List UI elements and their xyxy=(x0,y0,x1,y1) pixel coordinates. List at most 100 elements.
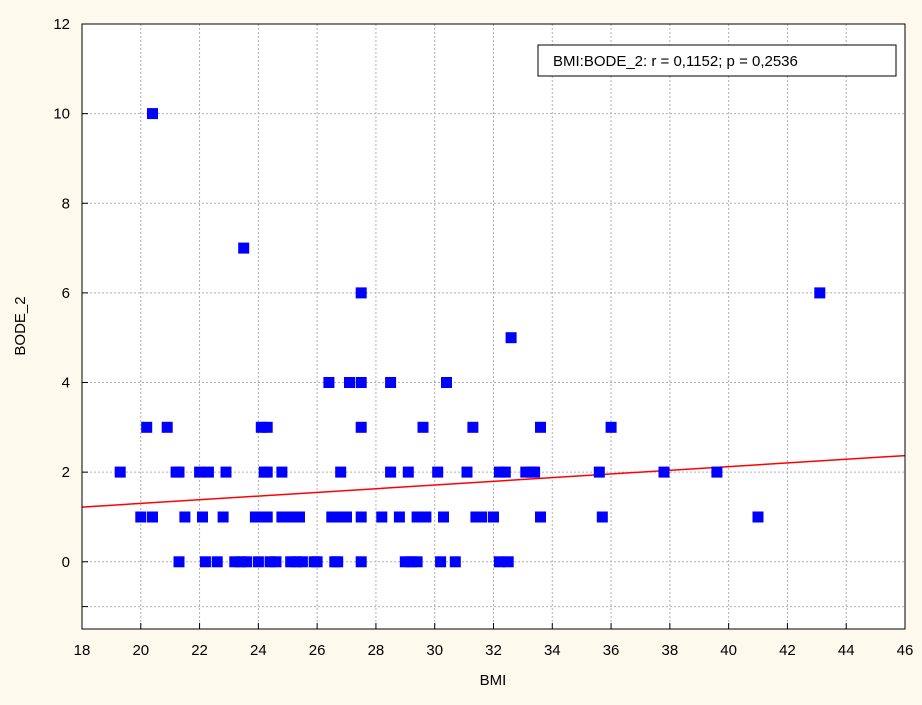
data-point xyxy=(311,556,323,568)
data-point xyxy=(535,421,546,433)
y-tick-label: 2 xyxy=(62,464,70,481)
data-point xyxy=(197,511,208,523)
data-point xyxy=(476,511,488,523)
data-point xyxy=(605,421,617,433)
data-point xyxy=(341,511,352,523)
data-point xyxy=(161,421,173,433)
data-point xyxy=(261,466,273,478)
data-point xyxy=(199,556,211,568)
x-tick-label: 46 xyxy=(897,642,914,659)
data-point xyxy=(141,421,153,433)
data-point xyxy=(332,556,344,568)
data-point xyxy=(147,108,158,120)
data-point xyxy=(535,511,546,523)
data-point xyxy=(194,466,206,478)
data-point xyxy=(335,466,347,478)
data-point xyxy=(211,556,223,568)
x-tick-label: 36 xyxy=(603,642,620,659)
legend-frame xyxy=(537,44,897,77)
data-point xyxy=(355,287,367,299)
data-point xyxy=(438,511,449,523)
data-point xyxy=(261,421,273,433)
data-point xyxy=(432,466,444,478)
data-point xyxy=(255,511,267,523)
data-point xyxy=(220,466,232,478)
plot-frame xyxy=(81,23,906,630)
x-tick-label: 32 xyxy=(485,642,502,659)
x-tick-label: 40 xyxy=(720,642,737,659)
y-tick-label: 10 xyxy=(53,106,70,123)
data-point xyxy=(596,511,608,523)
y-tick-label: 6 xyxy=(62,285,70,302)
data-point xyxy=(288,511,300,523)
x-tick-label: 44 xyxy=(838,642,855,659)
x-tick-label: 42 xyxy=(779,642,796,659)
y-axis-title: BODE_2 xyxy=(12,296,29,355)
data-point xyxy=(173,556,185,568)
data-point xyxy=(235,556,247,568)
data-point xyxy=(658,466,670,478)
data-point xyxy=(493,556,505,568)
data-point xyxy=(449,556,461,568)
data-point xyxy=(529,466,541,478)
data-point xyxy=(752,511,764,523)
data-point xyxy=(376,511,388,523)
x-axis-title: BMI xyxy=(480,672,507,689)
legend-text: BMI:BODE_2: r = 0,1152; p = 0,2536 xyxy=(553,53,798,70)
x-tick-label: 30 xyxy=(426,642,443,659)
data-point xyxy=(282,511,294,523)
data-point xyxy=(238,242,250,254)
data-point xyxy=(435,556,447,568)
y-tick-label: 12 xyxy=(53,16,70,33)
x-tick-label: 26 xyxy=(309,642,326,659)
data-point xyxy=(355,421,367,433)
data-point xyxy=(505,332,517,344)
data-point xyxy=(355,511,367,523)
data-point xyxy=(255,421,267,433)
data-point xyxy=(411,511,423,523)
data-point xyxy=(461,466,473,478)
data-point xyxy=(323,377,335,388)
data-point xyxy=(229,556,241,568)
data-point xyxy=(593,466,605,478)
legend-box: BMI:BODE_2: r = 0,1152; p = 0,2536 xyxy=(537,44,897,77)
data-point xyxy=(249,511,261,523)
data-point xyxy=(417,421,429,433)
data-point xyxy=(711,466,723,478)
data-point xyxy=(285,556,297,568)
x-tick-label: 28 xyxy=(368,642,385,659)
data-point xyxy=(520,466,532,478)
grid-lines xyxy=(82,24,905,629)
data-point xyxy=(385,377,397,388)
data-point xyxy=(499,466,511,478)
data-point xyxy=(814,287,826,299)
x-tick-label: 24 xyxy=(250,642,267,659)
regression-layer xyxy=(81,454,906,508)
data-point xyxy=(470,511,482,523)
data-point xyxy=(385,466,397,478)
data-point xyxy=(276,511,288,523)
data-point xyxy=(420,511,432,523)
data-point xyxy=(264,556,276,568)
data-point xyxy=(335,511,347,523)
x-tick-label: 18 xyxy=(74,642,91,659)
regression-line xyxy=(81,454,906,508)
data-point xyxy=(291,556,303,568)
data-point xyxy=(441,377,452,388)
x-tick-label: 38 xyxy=(662,642,679,659)
x-tick-label: 34 xyxy=(544,642,561,659)
y-tick-label: 8 xyxy=(62,195,70,212)
data-point xyxy=(402,466,414,478)
data-point xyxy=(488,511,499,523)
data-point xyxy=(355,556,367,568)
data-point xyxy=(270,556,282,568)
data-point xyxy=(202,466,214,478)
data-point xyxy=(344,377,355,388)
data-point xyxy=(217,511,229,523)
data-point xyxy=(179,511,191,523)
data-point xyxy=(393,511,405,523)
data-point xyxy=(405,556,417,568)
data-point xyxy=(467,421,479,433)
data-point xyxy=(135,511,147,523)
